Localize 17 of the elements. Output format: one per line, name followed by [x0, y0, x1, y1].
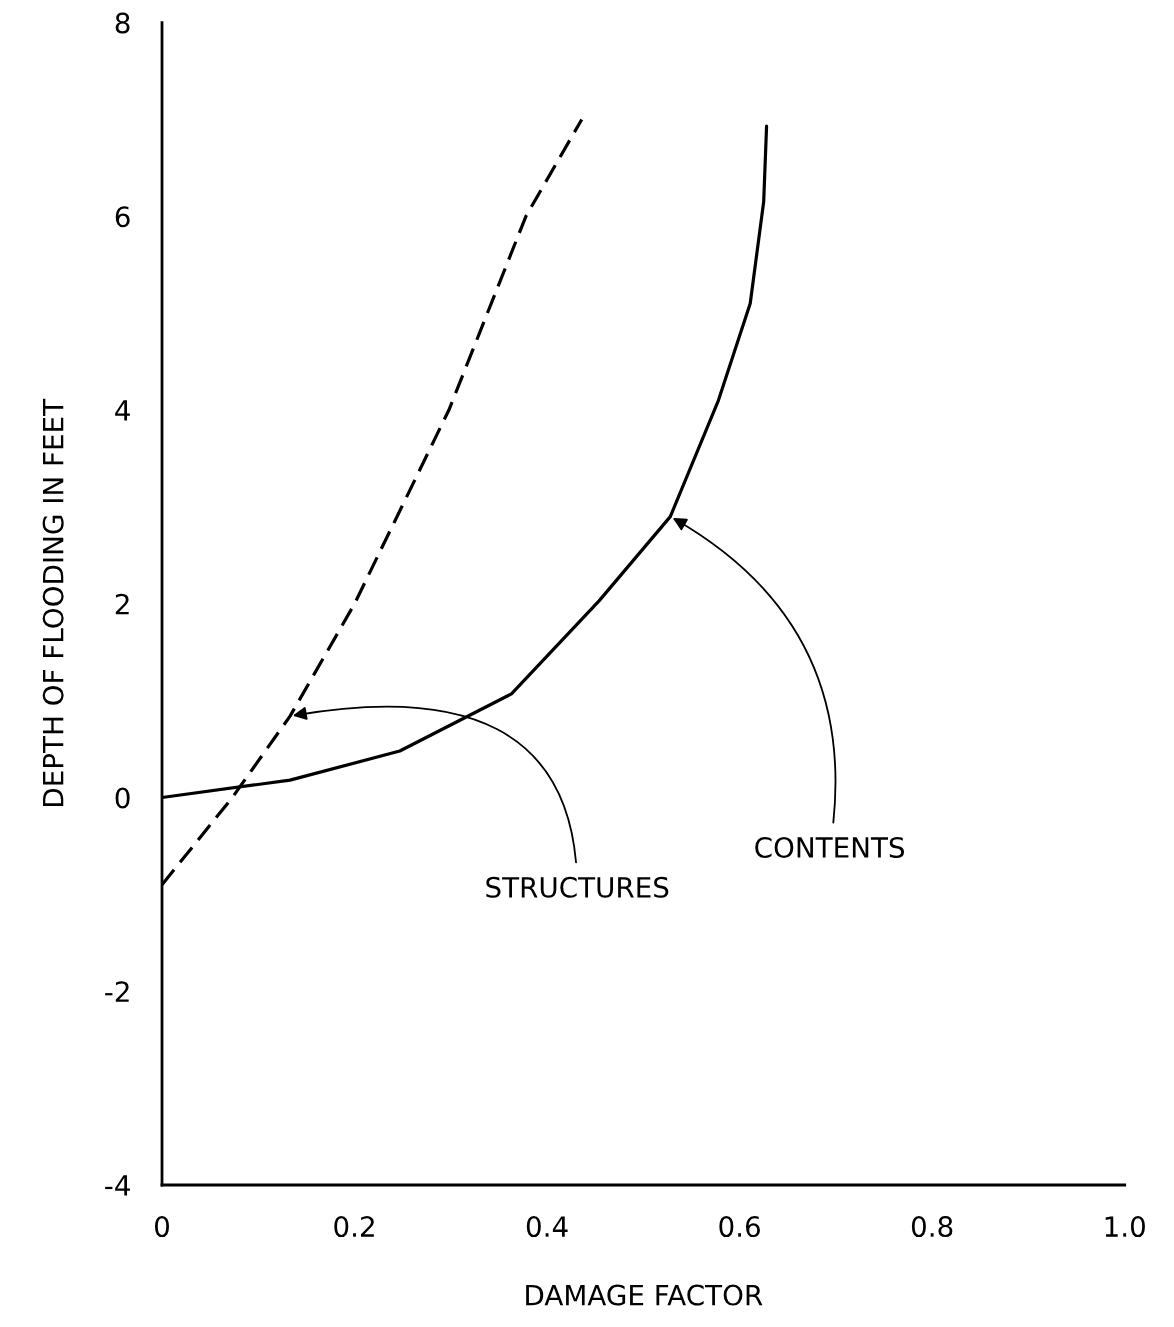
y-tick-label: -4: [105, 1175, 130, 1196]
x-tick-label: 0.8: [911, 1216, 953, 1238]
x-tick-label: 0: [155, 1216, 169, 1238]
y-tick-label: 6: [115, 206, 130, 228]
x-tick-label: 0.2: [334, 1216, 374, 1238]
x-tick-label: 1.0: [1105, 1216, 1145, 1238]
y-tick-label: -2: [105, 981, 129, 1002]
annotation: CONTENTS: [755, 836, 905, 858]
y-tick-label: 0: [115, 787, 130, 809]
y-axis-title: DEPTH OF FLOODING IN FEET: [42, 398, 64, 806]
x-tick-label: 0.4: [526, 1216, 568, 1238]
y-tick-label: 4: [115, 400, 130, 421]
y-tick-label: 2: [115, 593, 129, 615]
y-tick-label: 8: [115, 12, 130, 34]
x-tick-label: 0.6: [719, 1216, 760, 1238]
annotation: STRUCTURES: [486, 876, 669, 898]
x-axis-title: DAMAGE FACTOR: [526, 1284, 763, 1306]
